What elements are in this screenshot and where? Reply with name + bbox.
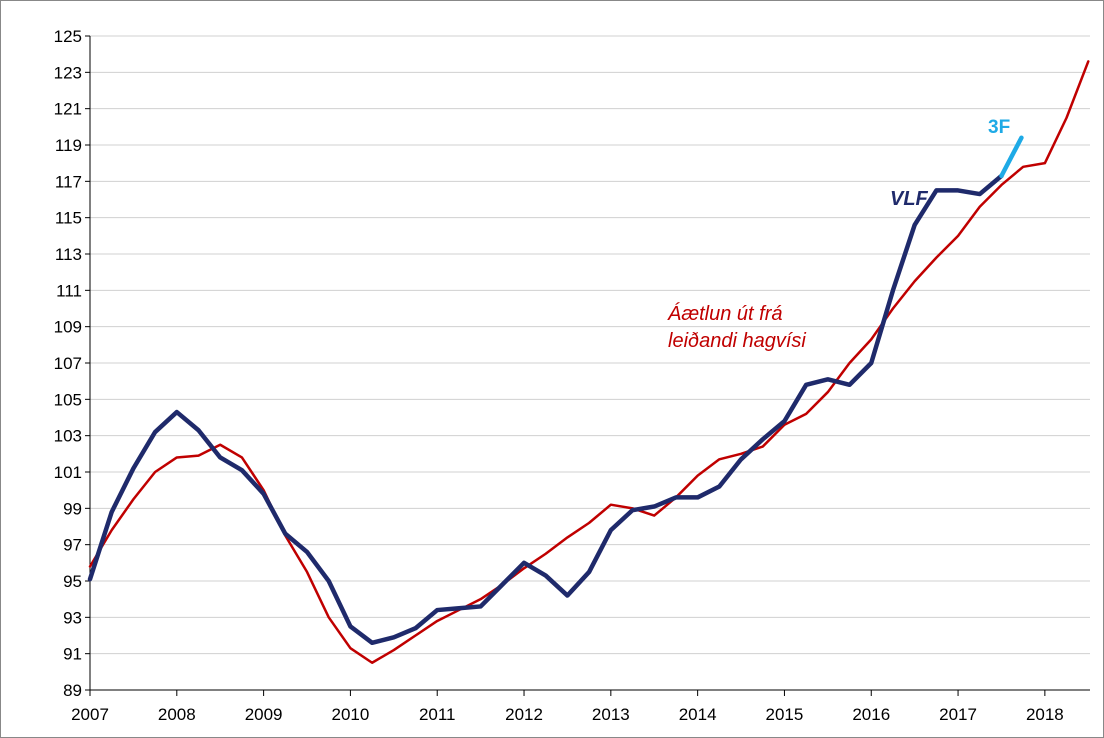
line <box>87 173 1004 646</box>
y-tick-label: 111 <box>56 281 82 300</box>
line <box>999 135 1024 179</box>
x-tick-label: 2017 <box>939 705 977 724</box>
y-tick-label: 93 <box>63 608 82 627</box>
x-tick-label: 2012 <box>505 705 543 724</box>
line <box>88 60 1090 664</box>
y-tick-label: 113 <box>55 245 82 264</box>
x-tick-label: 2018 <box>1026 705 1064 724</box>
y-tick-label: 105 <box>54 390 82 409</box>
x-tick-label: 2011 <box>419 705 456 724</box>
series-label: Áætlun út frá <box>667 302 783 325</box>
y-tick-label: 103 <box>54 427 82 446</box>
y-tick-label: 91 <box>63 645 82 664</box>
y-tick-label: 125 <box>54 27 82 46</box>
x-tick-label: 2016 <box>852 705 890 724</box>
x-tick-label: 2009 <box>245 705 283 724</box>
y-tick-label: 107 <box>54 354 82 373</box>
y-tick-label: 117 <box>55 172 82 191</box>
series-label: 3F <box>988 117 1010 138</box>
x-tick-label: 2007 <box>71 705 109 724</box>
y-tick-label: 95 <box>63 572 82 591</box>
x-tick-label: 2013 <box>592 705 630 724</box>
x-tick-label: 2014 <box>679 705 717 724</box>
x-tick-label: 2010 <box>332 705 370 724</box>
x-tick-label: 2015 <box>766 705 804 724</box>
y-tick-label: 109 <box>54 318 82 337</box>
y-tick-label: 121 <box>54 100 82 119</box>
y-tick-label: 115 <box>55 209 82 228</box>
series-label: VLF <box>890 188 929 210</box>
y-tick-label: 119 <box>55 136 82 155</box>
y-tick-label: 101 <box>54 463 82 482</box>
y-tick-label: 89 <box>63 681 82 700</box>
x-tick-label: 2008 <box>158 705 196 724</box>
series-label: leiðandi hagvísi <box>668 330 806 352</box>
y-tick-label: 123 <box>54 63 82 82</box>
y-tick-label: 99 <box>63 499 82 518</box>
y-tick-label: 97 <box>63 536 82 555</box>
